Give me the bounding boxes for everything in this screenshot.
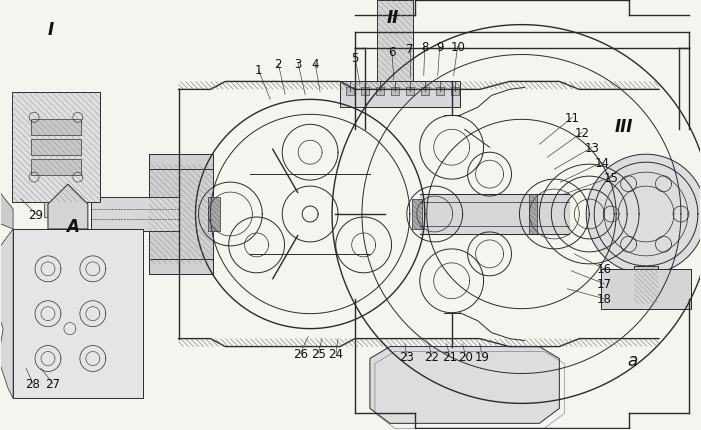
Polygon shape [208, 198, 220, 231]
Text: 11: 11 [565, 111, 580, 125]
Text: 14: 14 [594, 157, 610, 169]
Text: II: II [387, 9, 399, 27]
Polygon shape [340, 82, 460, 108]
Text: a: a [627, 351, 637, 369]
Polygon shape [601, 269, 691, 309]
Text: 26: 26 [292, 347, 308, 360]
Polygon shape [91, 198, 179, 231]
Polygon shape [421, 88, 429, 96]
Polygon shape [44, 203, 68, 218]
Polygon shape [31, 140, 81, 156]
Polygon shape [31, 160, 81, 176]
Polygon shape [13, 230, 143, 399]
Text: I: I [48, 21, 54, 39]
Text: 24: 24 [329, 347, 343, 360]
Polygon shape [406, 88, 414, 96]
Polygon shape [31, 120, 81, 136]
Text: 3: 3 [294, 58, 302, 71]
Text: 16: 16 [597, 263, 612, 276]
Polygon shape [451, 88, 458, 96]
Text: 22: 22 [424, 350, 440, 363]
Text: 10: 10 [450, 41, 465, 54]
Polygon shape [149, 165, 213, 264]
Text: 15: 15 [604, 171, 618, 184]
Text: 7: 7 [406, 43, 414, 56]
Text: 20: 20 [458, 350, 473, 363]
Text: 1: 1 [254, 64, 262, 77]
Text: 9: 9 [436, 41, 444, 54]
Text: 23: 23 [400, 350, 414, 363]
Polygon shape [634, 266, 658, 304]
Polygon shape [376, 88, 384, 96]
Text: 29: 29 [29, 208, 43, 221]
Polygon shape [411, 200, 422, 230]
Polygon shape [436, 88, 444, 96]
Text: 21: 21 [442, 350, 457, 363]
Text: 2: 2 [275, 58, 282, 71]
Text: 13: 13 [585, 141, 599, 154]
Text: A: A [67, 218, 79, 236]
Text: 8: 8 [421, 41, 428, 54]
Polygon shape [529, 195, 538, 234]
Text: III: III [615, 118, 633, 136]
Polygon shape [361, 88, 369, 96]
Text: 5: 5 [351, 52, 359, 65]
Text: 18: 18 [597, 292, 611, 306]
Text: 25: 25 [311, 347, 325, 360]
Text: 17: 17 [597, 278, 612, 291]
Polygon shape [346, 88, 354, 96]
Polygon shape [149, 259, 213, 274]
Polygon shape [377, 1, 413, 82]
Polygon shape [0, 184, 13, 230]
Text: 6: 6 [388, 46, 395, 59]
Polygon shape [586, 155, 701, 274]
Text: 27: 27 [46, 377, 60, 390]
Text: 4: 4 [311, 58, 319, 71]
Polygon shape [391, 88, 399, 96]
Text: 19: 19 [475, 350, 490, 363]
Polygon shape [12, 93, 100, 203]
Polygon shape [0, 230, 13, 399]
Polygon shape [370, 347, 559, 424]
Text: 12: 12 [575, 126, 590, 139]
Polygon shape [149, 155, 213, 170]
Polygon shape [48, 184, 88, 230]
Text: 28: 28 [26, 377, 41, 390]
